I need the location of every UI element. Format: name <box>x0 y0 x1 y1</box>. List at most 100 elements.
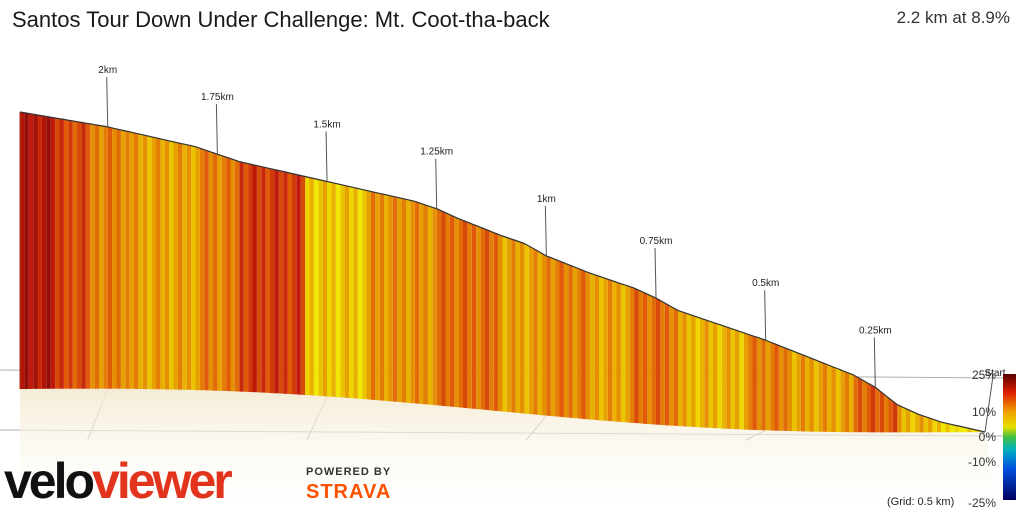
gradient-band <box>116 128 121 389</box>
gradient-band <box>248 163 253 393</box>
gradient-band <box>835 368 841 433</box>
gradient-band <box>813 359 819 432</box>
gradient-band <box>414 201 420 404</box>
gradient-band <box>489 230 494 411</box>
gradient-band <box>353 187 358 399</box>
gradient-band <box>919 414 924 433</box>
gradient-band <box>800 354 806 432</box>
gradient-band <box>783 347 788 431</box>
gradient-band <box>305 176 310 396</box>
gradient-band <box>234 160 240 392</box>
gradient-band <box>949 424 955 433</box>
gradient-band <box>90 123 95 389</box>
gradient-band <box>546 255 551 416</box>
gradient-band <box>427 205 433 405</box>
gradient-band <box>498 234 503 412</box>
gradient-band <box>629 286 635 423</box>
gradient-band <box>147 135 152 390</box>
gradient-band <box>656 298 661 425</box>
gradient-band <box>226 157 231 392</box>
gradient-band <box>423 204 428 405</box>
grid-note: (Grid: 0.5 km) <box>887 496 955 508</box>
gradient-band <box>502 236 507 412</box>
gradient-band <box>778 345 784 431</box>
ground-shadow <box>20 388 1000 512</box>
gradient-band <box>485 229 490 411</box>
gradient-band <box>866 382 871 433</box>
gradient-band <box>208 151 213 391</box>
distance-markers: 0.25km 0.5km 0.75km 1km 1.25km 1.5km 1.75km 2km… <box>98 65 1006 433</box>
gradient-band <box>686 313 692 427</box>
gradient-band <box>752 335 757 430</box>
color-scale-label: -10% <box>968 455 996 469</box>
gradient-band <box>932 419 937 433</box>
gradient-band <box>555 259 560 417</box>
distance-marker-label: 1.25km <box>420 147 453 158</box>
gradient-band <box>252 164 257 393</box>
gradient-band <box>822 362 828 432</box>
gradient-band <box>743 332 749 430</box>
profile-top-line <box>19 111 986 433</box>
gradient-band <box>805 355 810 432</box>
distance-marker-label: 1.5km <box>313 119 340 130</box>
gradient-band <box>765 340 771 431</box>
distance-marker-label: 1km <box>537 194 556 205</box>
gradient-band <box>375 192 380 401</box>
gradient-band <box>243 162 249 392</box>
gradient-band <box>616 282 621 422</box>
gradient-band <box>230 158 235 392</box>
gradient-band <box>24 112 29 389</box>
distance-marker-label: 2km <box>98 65 117 76</box>
distance-marker-line <box>764 290 767 341</box>
distance-marker-line <box>215 104 218 155</box>
gradient-band <box>239 161 244 392</box>
gradient-band <box>647 294 652 425</box>
gradient-band <box>721 325 727 429</box>
gradient-band <box>748 334 753 430</box>
gradient-band <box>695 316 700 428</box>
gradient-band <box>572 266 578 419</box>
gradient-band <box>831 366 836 432</box>
gradient-band <box>581 269 586 420</box>
page-title: Santos Tour Down Under Challenge: Mt. Co… <box>12 7 550 32</box>
gradient-band <box>370 191 376 400</box>
gradient-band <box>884 394 889 433</box>
gradient-band <box>480 227 485 410</box>
gradient-band <box>958 426 964 433</box>
gradient-band <box>362 189 367 400</box>
gradient-band <box>945 423 950 433</box>
gradient-band <box>397 197 402 403</box>
distance-marker-line <box>325 131 328 182</box>
gradient-band <box>432 207 437 406</box>
gradient-band <box>476 225 481 410</box>
distance-marker-line <box>106 76 109 127</box>
color-scale-label: -25% <box>968 496 996 510</box>
gradient-band <box>928 417 933 433</box>
gradient-band <box>717 323 722 429</box>
gradient-band <box>936 420 942 433</box>
gradient-band <box>524 243 529 414</box>
gradient-band <box>164 139 170 390</box>
gradient-band <box>191 145 196 391</box>
gradient-band <box>142 134 148 390</box>
gradient-band <box>349 186 354 399</box>
gradient-band <box>318 179 323 397</box>
gradient-band <box>520 242 525 414</box>
gradient-band <box>274 169 279 394</box>
gradient-band <box>620 283 626 423</box>
gradient-band <box>300 175 306 395</box>
gradient-band <box>322 180 327 397</box>
gradient-band <box>46 116 51 389</box>
gradient-band <box>612 280 617 422</box>
gradient-band <box>678 310 683 427</box>
gradient-color-scale: 25% 10% 0% -10% -25% <box>968 368 1016 510</box>
gradient-band <box>708 320 713 429</box>
gradient-band <box>590 273 595 420</box>
gradient-band <box>50 117 56 389</box>
gradient-band <box>384 194 389 402</box>
gradient-band <box>85 123 91 389</box>
gradient-band <box>463 220 468 409</box>
gradient-band <box>327 181 332 397</box>
gradient-band <box>458 218 463 408</box>
gradient-band <box>177 142 183 390</box>
